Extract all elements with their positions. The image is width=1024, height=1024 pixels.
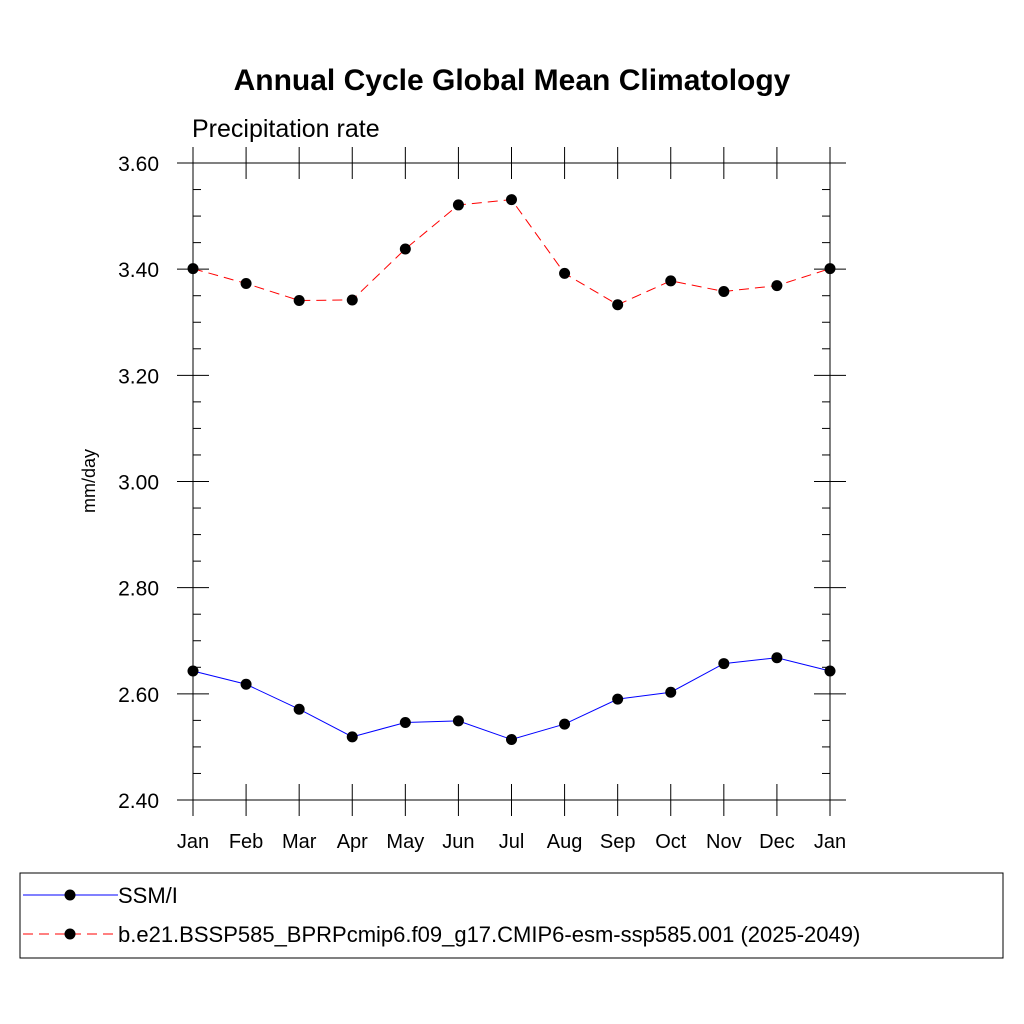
chart-title: Annual Cycle Global Mean Climatology (234, 64, 791, 97)
x-tick-label: Nov (706, 831, 742, 853)
series-2-point (824, 263, 836, 275)
x-tick-label: Mar (282, 831, 317, 853)
series-1-point (559, 718, 571, 730)
legend: SSM/I b.e21.BSSP585_BPRPcmip6.f09_g17.CMI… (19, 872, 1004, 959)
y-tick-label: 3.20 (118, 365, 159, 388)
legend-marker-2 (64, 928, 76, 940)
x-tick-label: Aug (547, 831, 583, 853)
legend-frame (19, 872, 1004, 959)
series-line-2 (192, 199, 831, 306)
y-tick-label: 2.60 (118, 684, 159, 707)
y-tick-label: 3.00 (118, 472, 159, 495)
series-1-point (665, 686, 677, 698)
series-2-point (452, 199, 464, 211)
series-2-point (771, 280, 783, 292)
series-2-point (559, 267, 571, 279)
series-2-point (665, 275, 677, 287)
x-tick-label: Feb (229, 831, 263, 853)
series-2-point (187, 263, 199, 275)
x-tick-label: Sep (600, 831, 636, 853)
x-tick-label: Jan (814, 831, 846, 853)
series-1-point (293, 703, 305, 715)
legend-label-1: SSM/I (118, 883, 178, 908)
series-2-point (506, 194, 517, 206)
series-1-point (346, 731, 358, 743)
series-2-point (346, 294, 358, 306)
series-1-point (824, 665, 836, 677)
series-2-point (240, 277, 252, 289)
x-tick-label: Jun (442, 831, 474, 853)
x-tick-label: Jul (499, 831, 525, 853)
y-tick-label: 3.40 (118, 259, 159, 282)
x-tick-label: Jan (177, 831, 209, 853)
series-2-point (612, 299, 624, 311)
y-tick-label: 2.40 (118, 790, 159, 813)
chart-subtitle: Precipitation rate (192, 115, 380, 143)
series-2-point (399, 243, 411, 255)
x-tick-label: Dec (759, 831, 795, 853)
series-2-point (718, 285, 730, 297)
series-line-1 (192, 657, 831, 741)
legend-label-2: b.e21.BSSP585_BPRPcmip6.f09_g17.CMIP6-es… (118, 922, 860, 947)
legend-marker-1 (64, 889, 76, 901)
x-tick-label: Apr (337, 831, 368, 853)
x-tick-label: May (386, 831, 424, 853)
series-1-point (612, 693, 624, 705)
series-1-point (506, 733, 517, 745)
series-1-point (718, 658, 730, 670)
axes: 2.40 2.60 2.80 3.00 3.20 3.40 3.60 Jan Feb Mar Apr… (118, 147, 846, 853)
y-tick-label: 2.80 (118, 578, 159, 601)
series-layer (187, 194, 836, 745)
series-1-point (452, 715, 464, 727)
x-tick-label: Oct (655, 831, 687, 853)
series-2-point (293, 294, 305, 306)
series-1-point (399, 716, 411, 728)
series-1-point (240, 678, 252, 690)
y-axis-label: mm/day (79, 449, 99, 513)
series-1-point (187, 665, 199, 677)
y-tick-label: 3.60 (118, 153, 159, 176)
series-1-point (771, 652, 783, 664)
